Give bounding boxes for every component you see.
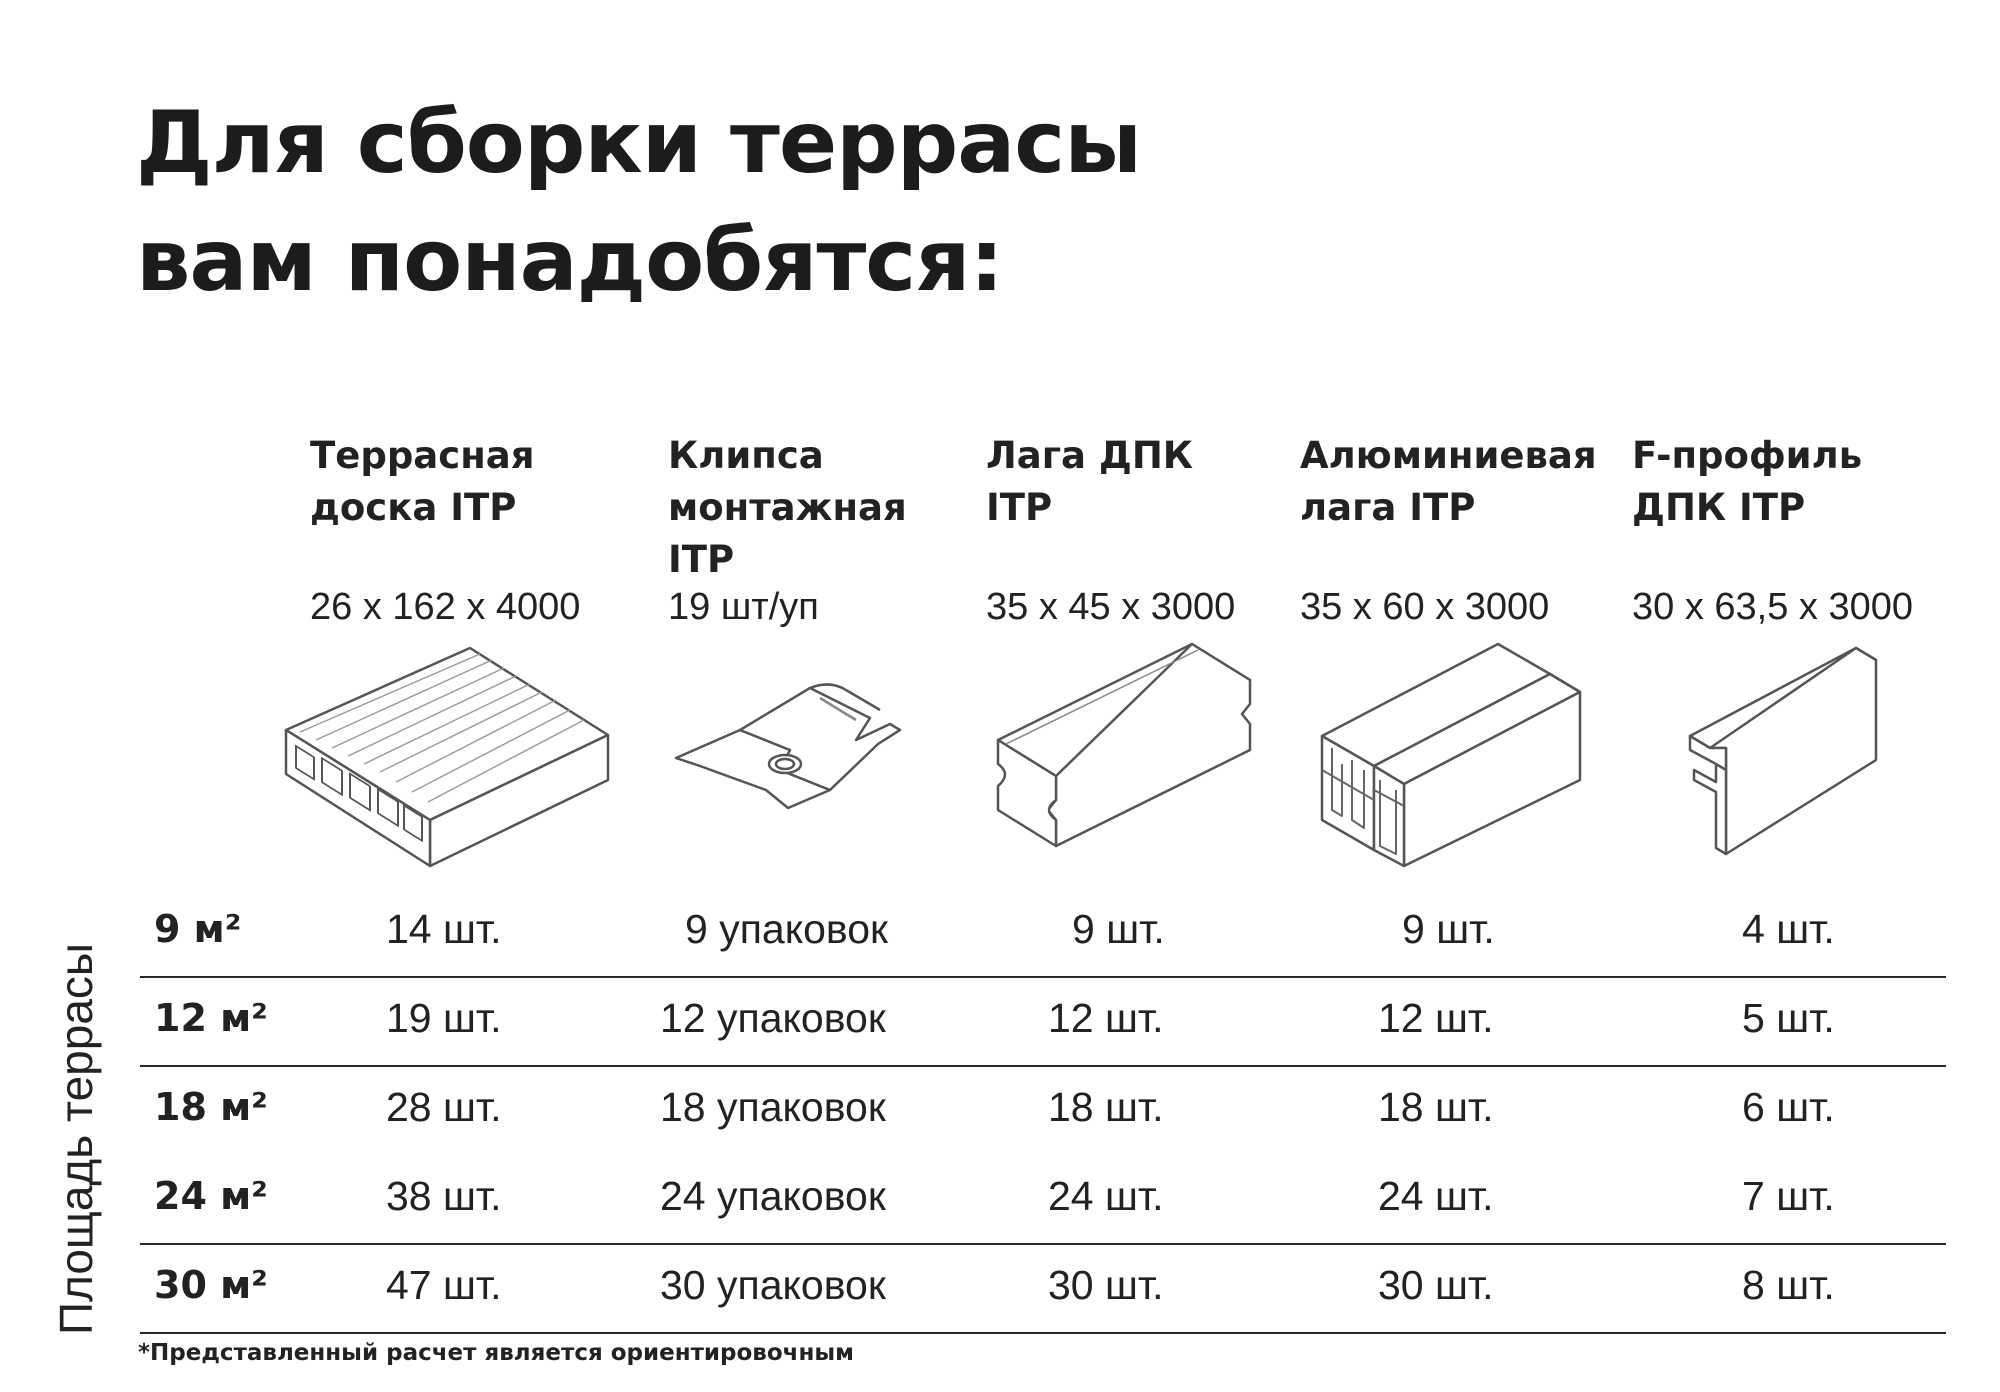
column-spec-f-profile: 30 х 63,5 х 3000	[1632, 586, 1913, 628]
f-profile-icon	[1680, 640, 1880, 860]
column-name-line: F-профиль	[1632, 434, 1863, 477]
value-cell: 7 шт.	[1742, 1173, 1835, 1219]
row-divider	[140, 1243, 1946, 1245]
row-divider	[140, 976, 1946, 978]
wpc-joist-icon	[992, 640, 1262, 860]
column-header-decking-board: Террасная доска ITP	[310, 430, 535, 534]
column-name-line: Клипса	[668, 434, 824, 477]
aluminum-joist-icon	[1318, 640, 1588, 870]
value-cell: 9 шт.	[1072, 906, 1165, 952]
value-cell: 12 шт.	[1378, 995, 1494, 1041]
table-row: 9 м² 14 шт. 9 упаковок 9 шт. 9 шт. 4 шт.	[140, 890, 1946, 978]
row-divider	[140, 1332, 1946, 1334]
value-cell: 30 шт.	[1048, 1262, 1164, 1308]
area-cell: 24 м²	[154, 1174, 268, 1218]
column-name-line: ITP	[986, 486, 1053, 529]
table-row: 18 м² 28 шт. 18 упаковок 18 шт. 18 шт. 6…	[140, 1068, 1946, 1156]
value-cell: 19 шт.	[386, 995, 502, 1041]
column-name-line: лага ITP	[1300, 486, 1476, 529]
column-header-f-profile: F-профиль ДПК ITP	[1632, 430, 1862, 534]
column-header-wpc-joist: Лага ДПК ITP	[986, 430, 1193, 534]
value-cell: 14 шт.	[386, 906, 502, 952]
area-cell: 18 м²	[154, 1085, 268, 1129]
column-spec-aluminum-joist: 35 х 60 х 3000	[1300, 586, 1550, 628]
table-row: 12 м² 19 шт. 12 упаковок 12 шт. 12 шт. 5…	[140, 979, 1946, 1067]
area-cell: 9 м²	[154, 907, 242, 951]
value-cell: 24 шт.	[1048, 1173, 1164, 1219]
value-cell: 9 шт.	[1402, 906, 1495, 952]
table-row: 24 м² 38 шт. 24 упаковок 24 шт. 24 шт. 7…	[140, 1157, 1946, 1245]
decking-board-icon	[280, 640, 620, 870]
value-cell: 18 шт.	[1378, 1084, 1494, 1130]
value-cell: 9 упаковок	[685, 906, 888, 952]
column-spec-wpc-joist: 35 х 45 х 3000	[986, 586, 1236, 628]
value-cell: 4 шт.	[1742, 906, 1835, 952]
value-cell: 30 шт.	[1378, 1262, 1494, 1308]
row-divider	[140, 1065, 1946, 1067]
value-cell: 12 упаковок	[660, 995, 886, 1041]
column-name: Лага ДПК ITP	[986, 430, 1193, 534]
value-cell: 38 шт.	[386, 1173, 502, 1219]
column-name-line: доска ITP	[310, 486, 517, 529]
column-name: F-профиль ДПК ITP	[1632, 430, 1862, 534]
footnote: *Представленный расчет является ориентир…	[138, 1340, 854, 1366]
column-header-aluminum-joist: Алюминиевая лага ITP	[1300, 430, 1597, 534]
value-cell: 18 упаковок	[660, 1084, 886, 1130]
column-spec-mounting-clip: 19 шт/уп	[668, 586, 819, 628]
column-spec-decking-board: 26 х 162 х 4000	[310, 586, 581, 628]
column-name-line: монтажная	[668, 486, 907, 529]
column-name-line: Террасная	[310, 434, 535, 477]
value-cell: 8 шт.	[1742, 1262, 1835, 1308]
page-title: Для сборки террасы вам понадобятся:	[136, 84, 1142, 320]
column-name: Клипса монтажная ITP	[668, 430, 907, 586]
value-cell: 24 шт.	[1378, 1173, 1494, 1219]
value-cell: 6 шт.	[1742, 1084, 1835, 1130]
title-line-1: Для сборки террасы	[136, 93, 1142, 193]
column-name-line: ДПК ITP	[1632, 486, 1806, 529]
area-cell: 12 м²	[154, 996, 268, 1040]
column-name: Террасная доска ITP	[310, 430, 535, 534]
column-name-line: Алюминиевая	[1300, 434, 1597, 477]
area-cell: 30 м²	[154, 1263, 268, 1307]
value-cell: 30 упаковок	[660, 1262, 886, 1308]
mounting-clip-icon	[670, 640, 910, 830]
terrace-area-axis-label: Площадь террасы	[50, 943, 102, 1335]
value-cell: 28 шт.	[386, 1084, 502, 1130]
value-cell: 12 шт.	[1048, 995, 1164, 1041]
column-name: Алюминиевая лага ITP	[1300, 430, 1597, 534]
column-name-line: Лага ДПК	[986, 434, 1194, 477]
column-name-line: ITP	[668, 538, 735, 581]
column-header-mounting-clip: Клипса монтажная ITP	[668, 430, 907, 586]
title-line-2: вам понадобятся:	[136, 211, 1004, 311]
value-cell: 24 упаковок	[660, 1173, 886, 1219]
table-row: 30 м² 47 шт. 30 упаковок 30 шт. 30 шт. 8…	[140, 1246, 1946, 1334]
value-cell: 5 шт.	[1742, 995, 1835, 1041]
value-cell: 47 шт.	[386, 1262, 502, 1308]
value-cell: 18 шт.	[1048, 1084, 1164, 1130]
